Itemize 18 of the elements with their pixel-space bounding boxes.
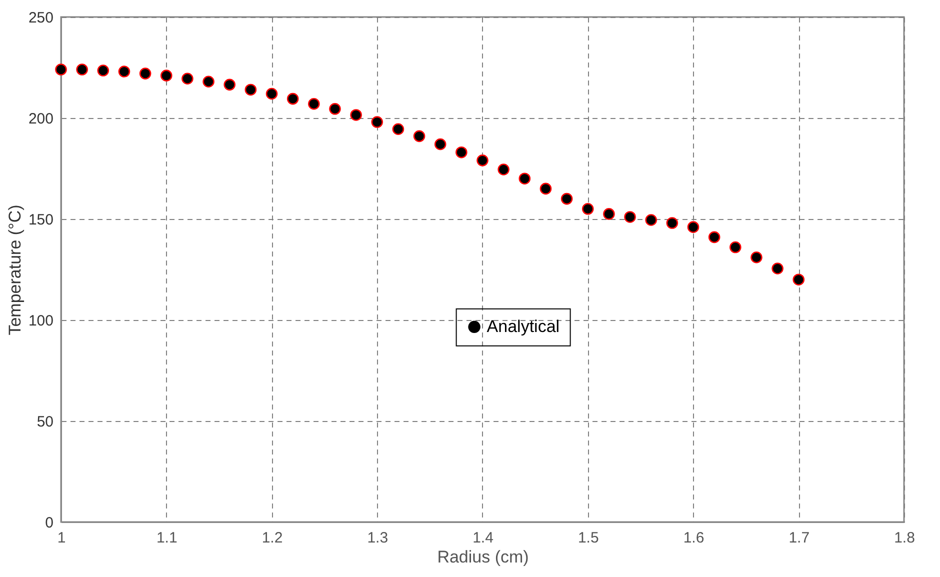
- x-tick-label: 1.7: [788, 530, 810, 546]
- y-tick-label: 0: [45, 514, 54, 532]
- x-tick-label: 1.6: [683, 530, 704, 546]
- x-tick-label: 1.3: [367, 530, 388, 546]
- legend-label: Analytical: [486, 316, 560, 336]
- y-axis-title: Temperature (°C): [5, 204, 24, 336]
- x-axis-title: Radius (cm): [437, 548, 529, 566]
- y-tick-label: 200: [28, 110, 54, 128]
- x-tick-label: 1.8: [894, 530, 915, 546]
- x-tick-label: 1.1: [156, 530, 178, 546]
- x-tick-label: 1.5: [578, 530, 599, 546]
- x-tick-label: 1: [57, 530, 66, 546]
- x-tick-label: 1.4: [472, 530, 494, 546]
- y-tick-label: 50: [36, 414, 54, 430]
- x-tick-label: 1.2: [262, 530, 283, 546]
- y-tick-label: 100: [28, 312, 54, 330]
- y-tick-label: 250: [28, 10, 54, 26]
- y-tick-label: 150: [28, 212, 54, 228]
